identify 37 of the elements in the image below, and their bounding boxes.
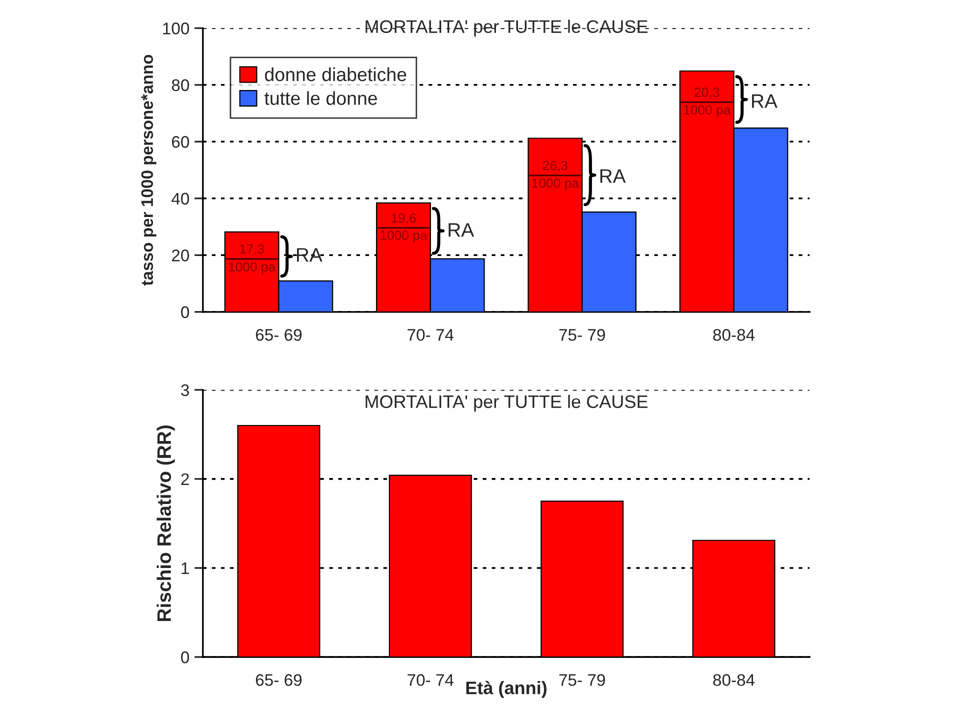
y-tick-label: 0 <box>181 306 190 318</box>
annotation: 1000 pa <box>228 262 276 274</box>
annotation: 26,3 <box>542 160 568 172</box>
legend-label: donne diabetiche <box>265 67 406 82</box>
annotation: 19,6 <box>392 213 416 224</box>
annotation: 20,3 <box>694 88 720 99</box>
y-tick-label: 3 <box>181 384 189 396</box>
legend-label: tutte le donne <box>264 91 378 105</box>
annotation: RA <box>752 94 778 108</box>
x-tick-label: 75- 79 <box>559 329 605 341</box>
x-tick-label: 70- 74 <box>408 674 454 686</box>
x-tick-label: 70- 74 <box>408 329 454 341</box>
y-axis-title: Rischio Relativo (RR) <box>156 426 175 621</box>
annotation: 1000 pa <box>532 178 580 190</box>
x-tick-label: 80-84 <box>713 329 755 341</box>
chart-title: MORTALITA' per TUTTE le CAUSE <box>366 394 648 412</box>
x-axis-title: Età (anni) <box>466 680 546 698</box>
y-tick-label: 60 <box>172 136 190 148</box>
x-tick-label: 75- 79 <box>559 674 605 686</box>
x-tick-label: 65- 69 <box>256 329 302 341</box>
y-tick-label: 20 <box>172 250 190 262</box>
y-tick-label: 100 <box>163 22 190 34</box>
y-tick-label: 2 <box>181 473 189 485</box>
y-tick-label: 80 <box>172 79 190 92</box>
annotation: RA <box>448 223 474 237</box>
y-tick-label: 1 <box>182 562 189 574</box>
annotation: 1000 pa <box>684 105 731 118</box>
x-tick-label: 65- 69 <box>256 674 302 686</box>
y-tick-label: 40 <box>172 192 190 205</box>
annotation: RA <box>600 169 626 183</box>
annotation: 1000 pa <box>380 230 428 243</box>
y-axis-title: tasso per 1000 persone*anno <box>141 54 156 286</box>
y-tick-label: 0 <box>181 651 190 664</box>
x-tick-label: 80-84 <box>713 674 755 686</box>
annotation: RA <box>297 248 322 262</box>
chart-title: MORTALITA' per TUTTE le CAUSE <box>366 20 648 37</box>
annotation: 17,3 <box>240 244 264 256</box>
